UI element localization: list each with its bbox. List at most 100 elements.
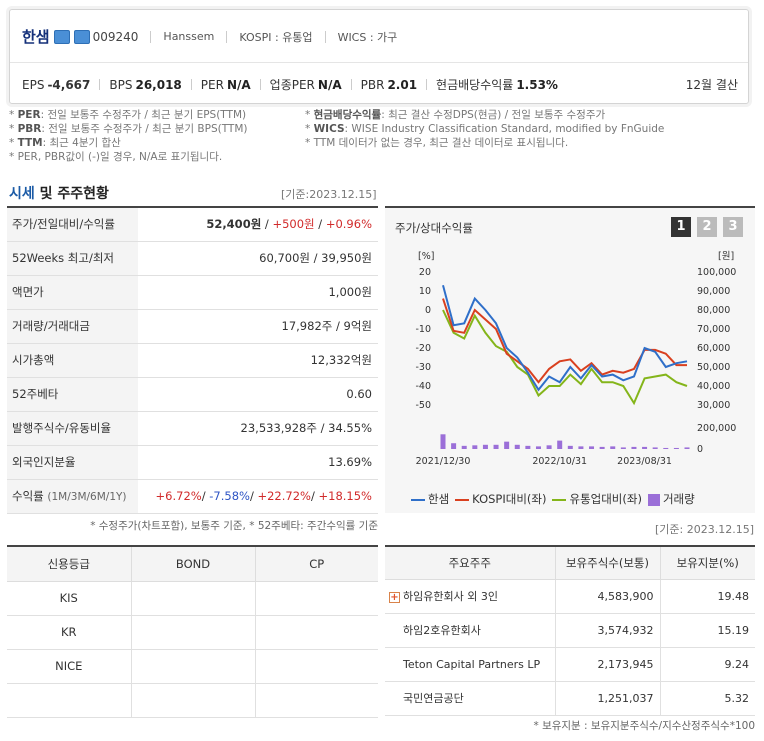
bps-label: BPS [109, 77, 133, 92]
volume-bar [620, 447, 626, 449]
price-chart: [%] [원] 20 10 0 -10 -20 -30 -40 -50 100,000 90,000 8… [415, 251, 736, 467]
volume-bar [472, 445, 478, 449]
quote-table: 주가/전일대비/수익률 52,400원 / +500원 / +0.96% 52W… [7, 206, 378, 514]
left-tick-label: 20 [419, 267, 431, 278]
note-line: * WICS: WISE Industry Classification Sta… [305, 123, 665, 135]
bond-rating [131, 581, 256, 616]
dividend-yield-value: 1.53% [516, 77, 558, 92]
volume-bar [482, 444, 488, 449]
volume-bar [631, 446, 637, 449]
right-tick-label: 70,000 [697, 324, 730, 335]
divider [10, 62, 748, 63]
metrics-bar: EPS -4,667 BPS 26,018 PER N/A 업종PER N/A PBR 2… [22, 76, 738, 93]
agency-name [7, 683, 132, 718]
note-line: * 현금배당수익률: 최근 결산 수정DPS(현금) / 전일 보통주 수정주가 [305, 109, 606, 121]
price-values: 52,400원 / +500원 / +0.96% [138, 207, 378, 242]
chart-tab-2[interactable]: 2 [697, 217, 717, 237]
cp-rating [255, 683, 378, 718]
legend-item-volume[interactable]: 거래량 [647, 491, 695, 507]
column-header: 주요주주 [385, 546, 556, 580]
notes-left: * PER: 전일 보통주 수정주가 / 최근 분기 EPS(TTM) * PB… [9, 108, 309, 164]
volume-bar [642, 446, 648, 449]
table-row: 국민연금공단 1,251,037 5.32 [385, 681, 755, 716]
credit-rating-table: 신용등급 BOND CP KIS KR NICE [7, 545, 378, 718]
holder-name: Teton Capital Partners LP [385, 647, 556, 682]
cp-rating [255, 581, 378, 616]
right-tick-label: 60,000 [697, 343, 730, 354]
series-line-industry [442, 309, 688, 406]
current-price: 52,400원 [206, 217, 262, 232]
chart-tab-3[interactable]: 3 [723, 217, 743, 237]
right-tick-label: 90,000 [697, 286, 730, 297]
holder-shares: 2,173,945 [555, 647, 661, 682]
holder-percent: 19.48 [660, 579, 755, 614]
left-tick-label: -40 [415, 381, 431, 392]
volume-bar [461, 445, 467, 449]
column-header: 신용등급 [7, 546, 132, 582]
note-line: * PBR: 전일 보통주 수정주가 / 최근 분기 BPS(TTM) [9, 123, 248, 135]
quote-footnote: * 수정주가(차트포함), 보통주 기준, * 52주베타: 주간수익률 기준 [90, 520, 378, 532]
table-row: 발행주식수/유동비율 23,533,928주 / 34.55% [7, 411, 378, 446]
agency-name: KIS [7, 581, 132, 616]
left-tick-label: -20 [415, 343, 431, 354]
volume-bar [673, 447, 679, 449]
bps-value: 26,018 [135, 77, 182, 92]
holder-shares: 1,251,037 [555, 681, 661, 716]
holder-percent: 5.32 [660, 681, 755, 716]
returns-values: +6.72%/ -7.58%/ +22.72%/ +18.15% [138, 479, 378, 514]
company-name: 한샘 [22, 28, 50, 46]
row-value: 1,000원 [138, 275, 378, 310]
right-axis-unit: [원] [718, 251, 734, 262]
legend-item-kospi[interactable]: KOSPI대비(좌) [455, 491, 546, 507]
holder-name: 하임2호유한회사 [385, 613, 556, 648]
cp-rating [255, 615, 378, 650]
volume-bar [684, 447, 690, 449]
industry-per-label: 업종PER [269, 78, 315, 92]
row-label: 52Weeks 최고/최저 [7, 241, 138, 276]
row-label: 시가총액 [7, 343, 138, 378]
left-tick-label: -50 [415, 400, 431, 411]
series-line-kospi [442, 298, 687, 384]
left-axis-unit: [%] [418, 251, 434, 262]
column-header: 보유지분(%) [660, 546, 755, 580]
pbr-value: 2.01 [387, 77, 418, 92]
report-icon[interactable] [73, 29, 90, 44]
chart-legend: 한샘 KOSPI대비(좌) 유통업대비(좌) 거래량 [411, 491, 695, 507]
holder-shares: 4,583,900 [555, 579, 661, 614]
volume-bar [610, 446, 616, 449]
table-row: 주가/전일대비/수익률 52,400원 / +500원 / +0.96% [7, 207, 378, 242]
eps-label: EPS [22, 77, 45, 92]
price-change-rate: +0.96% [325, 217, 372, 232]
legend-item-industry[interactable]: 유통업대비(좌) [552, 491, 642, 507]
x-tick-label: 2021/12/30 [416, 456, 471, 467]
holders-base-date: [기준: 2023.12.15] [655, 523, 755, 536]
expand-icon[interactable]: + [389, 592, 400, 603]
volume-bar [599, 446, 605, 449]
row-value: 13.69% [138, 445, 378, 480]
table-row: 수익률 (1M/3M/6M/1Y) +6.72%/ -7.58%/ +22.72… [7, 479, 378, 514]
agency-name: NICE [7, 649, 132, 684]
volume-bar [535, 446, 541, 449]
holder-name: + 하임유한회사 외 3인 [385, 579, 556, 614]
chart-title: 주가/상대수익률 [395, 221, 473, 235]
cp-rating [255, 649, 378, 684]
volume-bar [504, 441, 510, 449]
volume-bar [557, 440, 563, 449]
chart-tab-1[interactable]: 1 [671, 217, 691, 237]
holders-footnote: * 보유지분 : 보유지분주식수/지수산정주식수*100 [533, 720, 755, 732]
legend-item-hanssem[interactable]: 한샘 [411, 491, 449, 507]
market-sector: KOSPI : 유통업 [239, 30, 313, 44]
wics-sector: WICS : 가구 [337, 30, 398, 44]
left-tick-label: -30 [415, 362, 431, 373]
eps-value: -4,667 [47, 77, 91, 92]
row-value: 23,533,928주 / 34.55% [138, 411, 378, 446]
industry-per-value: N/A [317, 77, 342, 92]
row-label: 외국인지분율 [7, 445, 138, 480]
volume-bar [493, 444, 499, 449]
table-row: 52주베타 0.60 [7, 377, 378, 412]
volume-bar [567, 445, 573, 449]
column-header: 보유주식수(보통) [555, 546, 661, 580]
volume-bar [578, 446, 584, 449]
dividend-yield-label: 현금배당수익률 [436, 78, 514, 92]
home-icon[interactable] [53, 29, 70, 44]
